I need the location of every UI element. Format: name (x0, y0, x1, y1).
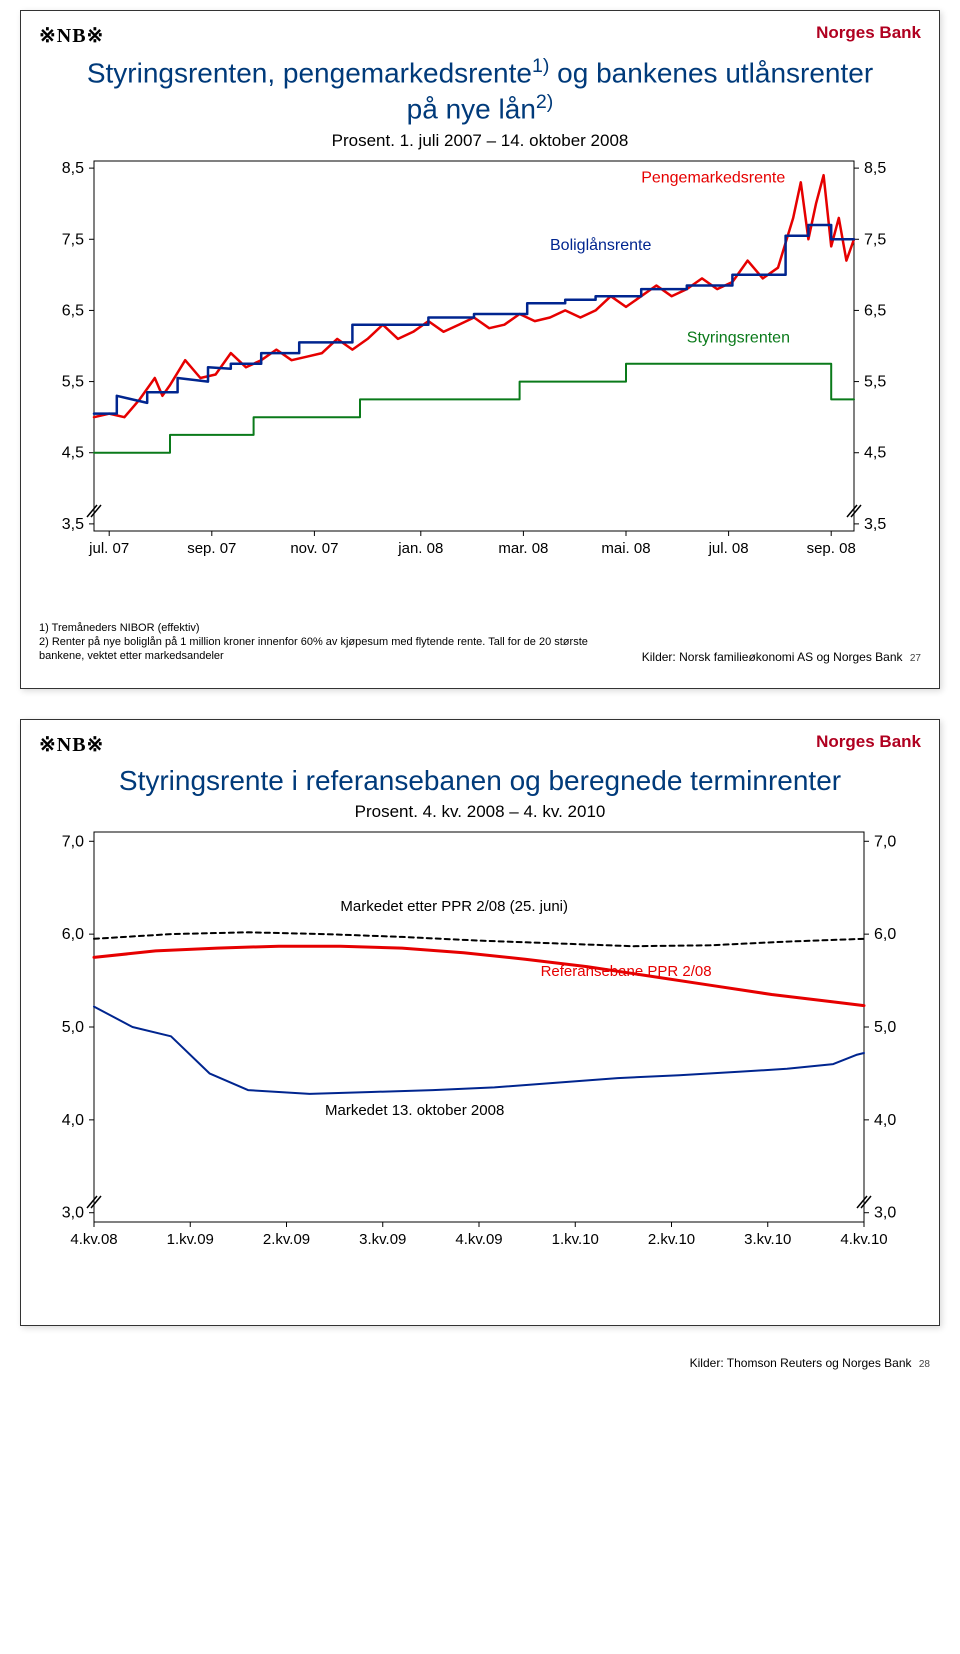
svg-text:8,5: 8,5 (864, 160, 886, 177)
svg-text:4,5: 4,5 (864, 444, 886, 461)
svg-text:jan. 08: jan. 08 (397, 540, 443, 557)
slide2-chart: 7,0 6,0 5,0 4,0 3,0 7,0 6,0 5,0 4,0 3,0 4.kv.08 1.k… (39, 822, 909, 1302)
svg-text:4,0: 4,0 (62, 1112, 84, 1129)
slide1-chart: 8,57,56,55,54,53,58,57,56,55,54,53,5jul.… (39, 151, 909, 611)
svg-text:7,0: 7,0 (874, 833, 896, 850)
svg-text:4.kv.09: 4.kv.09 (455, 1231, 502, 1248)
svg-text:2.kv.10: 2.kv.10 (648, 1231, 695, 1248)
slide1-source: Kilder: Norsk familieøkonomi AS og Norge… (642, 650, 903, 664)
svg-text:Styringsrenten: Styringsrenten (687, 329, 790, 346)
slide2-page: 28 (919, 1359, 930, 1370)
title-sup2: 2) (536, 91, 553, 113)
svg-text:jul. 08: jul. 08 (708, 540, 749, 557)
logo: ※NB※ (39, 23, 104, 48)
svg-text:6,5: 6,5 (62, 302, 84, 319)
slide1-title: Styringsrenten, pengemarkedsrente1) og b… (79, 54, 881, 127)
svg-text:3.kv.09: 3.kv.09 (359, 1231, 406, 1248)
slide1-subtitle: Prosent. 1. juli 2007 – 14. oktober 2008 (39, 131, 921, 151)
slide1-chart-wrap: 8,57,56,55,54,53,58,57,56,55,54,53,5jul.… (39, 151, 921, 670)
slide2-chart-wrap: 7,0 6,0 5,0 4,0 3,0 7,0 6,0 5,0 4,0 3,0 4.kv.08 1.k… (39, 822, 921, 1307)
slide-1: ※NB※ Norges Bank Styringsrenten, pengema… (20, 10, 940, 689)
title-sup1: 1) (532, 55, 549, 77)
svg-text:Markedet etter PPR 2/08 (25. j: Markedet etter PPR 2/08 (25. juni) (340, 898, 568, 915)
svg-text:6,0: 6,0 (874, 926, 896, 943)
svg-text:3,5: 3,5 (62, 516, 84, 533)
svg-text:8,5: 8,5 (62, 160, 84, 177)
svg-text:7,0: 7,0 (62, 833, 84, 850)
svg-text:4,5: 4,5 (62, 444, 84, 461)
svg-text:7,5: 7,5 (864, 231, 886, 248)
svg-text:sep. 08: sep. 08 (807, 540, 856, 557)
slide1-source-row: Kilder: Norsk familieøkonomi AS og Norge… (642, 650, 921, 664)
svg-text:5,0: 5,0 (874, 1019, 896, 1036)
slide1-page: 27 (910, 653, 921, 664)
svg-text:mai. 08: mai. 08 (601, 540, 650, 557)
brand-row: ※NB※ Norges Bank (39, 23, 921, 48)
svg-text:mar. 08: mar. 08 (498, 540, 548, 557)
slide2-source-row: Kilder: Thomson Reuters og Norges Bank 2… (0, 1356, 930, 1370)
footnote-2: 2) Renter på nye boliglån på 1 million k… (39, 636, 599, 664)
logo-2: ※NB※ (39, 732, 104, 757)
svg-text:3,0: 3,0 (874, 1204, 896, 1221)
svg-text:nov. 07: nov. 07 (290, 540, 338, 557)
svg-text:1.kv.10: 1.kv.10 (552, 1231, 599, 1248)
svg-text:1.kv.09: 1.kv.09 (167, 1231, 214, 1248)
svg-text:2.kv.09: 2.kv.09 (263, 1231, 310, 1248)
svg-text:4.kv.10: 4.kv.10 (840, 1231, 887, 1248)
svg-text:7,5: 7,5 (62, 231, 84, 248)
svg-text:Markedet 13. oktober 2008: Markedet 13. oktober 2008 (325, 1102, 504, 1119)
svg-text:5,0: 5,0 (62, 1019, 84, 1036)
svg-text:3.kv.10: 3.kv.10 (744, 1231, 791, 1248)
brand-2: Norges Bank (816, 732, 921, 752)
svg-text:Pengemarkedsrente: Pengemarkedsrente (641, 169, 785, 186)
svg-text:4.kv.08: 4.kv.08 (70, 1231, 117, 1248)
title-part1: Styringsrenten, pengemarkedsrente (87, 57, 532, 88)
slide2-source: Kilder: Thomson Reuters og Norges Bank (690, 1356, 912, 1370)
svg-text:6,0: 6,0 (62, 926, 84, 943)
slide-2: ※NB※ Norges Bank Styringsrente i referan… (20, 719, 940, 1326)
svg-text:jul. 07: jul. 07 (88, 540, 129, 557)
slide1-footnotes: 1) Tremåneders NIBOR (effektiv) 2) Rente… (39, 622, 599, 663)
svg-text:Referansebane PPR 2/08: Referansebane PPR 2/08 (541, 963, 712, 980)
footnote-1: 1) Tremåneders NIBOR (effektiv) (39, 622, 599, 636)
brand-row-2: ※NB※ Norges Bank (39, 732, 921, 757)
brand: Norges Bank (816, 23, 921, 43)
svg-text:5,5: 5,5 (62, 373, 84, 390)
svg-text:3,0: 3,0 (62, 1204, 84, 1221)
svg-text:sep. 07: sep. 07 (187, 540, 236, 557)
slide2-title: Styringsrente i referansebanen og beregn… (79, 763, 881, 798)
svg-text:Boliglånsrente: Boliglånsrente (550, 236, 652, 254)
svg-text:3,5: 3,5 (864, 516, 886, 533)
svg-text:6,5: 6,5 (864, 302, 886, 319)
slide2-subtitle: Prosent. 4. kv. 2008 – 4. kv. 2010 (39, 802, 921, 822)
svg-text:4,0: 4,0 (874, 1112, 896, 1129)
svg-text:5,5: 5,5 (864, 373, 886, 390)
